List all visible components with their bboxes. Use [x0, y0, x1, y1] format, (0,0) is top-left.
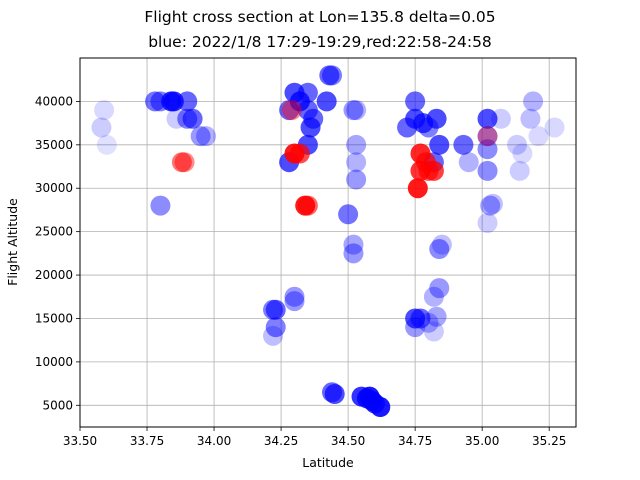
blue-data-point: [480, 195, 501, 216]
blue-data-point: [431, 234, 452, 255]
blue-data-point: [490, 108, 511, 129]
blue-data-point: [190, 126, 211, 147]
x-tick-label: 34.50: [331, 434, 365, 448]
blue-data-point: [523, 91, 544, 112]
blue-data-point: [265, 299, 286, 320]
blue-data-point: [507, 134, 528, 155]
grid-lines: [79, 58, 576, 427]
blue-data-point: [477, 108, 498, 129]
red-data-point: [289, 143, 310, 164]
red-data-point: [174, 152, 195, 173]
x-tick-label: 34.00: [197, 434, 231, 448]
x-tick-label: 33.50: [63, 434, 97, 448]
y-axis-label: Flight Altitude: [5, 198, 20, 286]
y-tick-label: 15000: [35, 311, 73, 325]
blue-data-point: [346, 152, 367, 173]
blue-data-point: [405, 91, 426, 112]
y-tick-label: 25000: [35, 225, 73, 239]
blue-data-point: [477, 126, 498, 147]
blue-data-point: [405, 317, 426, 338]
blue-data-point: [362, 390, 383, 411]
blue-data-point: [544, 117, 565, 138]
blue-data-point: [418, 312, 439, 333]
y-tick-label: 35000: [35, 138, 73, 152]
blue-data-point: [196, 126, 217, 147]
blue-data-point: [343, 234, 364, 255]
red-data-point: [171, 152, 192, 173]
blue-data-point: [482, 193, 503, 214]
blue-data-point: [429, 239, 450, 260]
blue-data-point: [346, 169, 367, 190]
blue-data-point: [477, 160, 498, 181]
red-data-point: [423, 160, 444, 181]
x-axis-label: Latitude: [302, 455, 354, 470]
blue-data-point: [263, 325, 284, 346]
red-data-point: [297, 195, 318, 216]
y-tick-label: 40000: [35, 94, 73, 108]
blue-data-point: [458, 152, 479, 173]
blue-data-point: [410, 308, 431, 329]
y-tick-label: 20000: [35, 268, 73, 282]
blue-data-point: [528, 126, 549, 147]
blue-data-point: [477, 212, 498, 233]
data-points: [91, 65, 565, 418]
x-tick-label: 35.25: [532, 434, 566, 448]
blue-data-point: [429, 134, 450, 155]
blue-data-point: [343, 243, 364, 264]
x-tick-label: 34.25: [264, 434, 298, 448]
blue-data-point: [509, 160, 530, 181]
blue-data-point: [96, 134, 117, 155]
blue-data-point: [426, 108, 447, 129]
y-tick-label: 5000: [42, 398, 73, 412]
red-data-point: [281, 100, 302, 121]
blue-data-point: [322, 65, 343, 86]
blue-data-point: [453, 134, 474, 155]
y-tick-label: 10000: [35, 355, 73, 369]
red-data-point: [477, 126, 498, 147]
blue-data-point: [520, 108, 541, 129]
blue-data-point: [346, 100, 367, 121]
blue-data-point: [346, 134, 367, 155]
x-tick-label: 35.00: [465, 434, 499, 448]
blue-data-point: [284, 286, 305, 307]
blue-data-point: [297, 82, 318, 103]
blue-data-point: [303, 108, 324, 129]
plot-frame: [79, 57, 577, 428]
chart-subtitle: blue: 2022/1/8 17:29-19:29,red:22:58-24:…: [148, 33, 492, 51]
axis-ticks: 33.50 33.75 34.00 34.25 34.50 34.75 35.00 35.25…: [35, 94, 567, 448]
blue-data-point: [91, 117, 112, 138]
blue-data-point: [316, 91, 337, 112]
blue-data-point: [423, 286, 444, 307]
blue-data-point: [343, 100, 364, 121]
blue-data-point: [265, 317, 286, 338]
y-tick-label: 30000: [35, 181, 73, 195]
blue-data-point: [338, 204, 359, 225]
chart-title: Flight cross section at Lon=135.8 delta=…: [144, 8, 496, 26]
x-tick-label: 34.75: [398, 434, 432, 448]
blue-data-point: [182, 108, 203, 129]
x-tick-label: 33.75: [130, 434, 164, 448]
red-data-point: [407, 178, 428, 199]
blue-data-point: [429, 278, 450, 299]
blue-data-point: [512, 143, 533, 164]
blue-data-point: [94, 100, 115, 121]
blue-data-point: [150, 195, 171, 216]
blue-data-point: [284, 291, 305, 312]
blue-data-point: [324, 384, 345, 405]
blue-data-point: [423, 321, 444, 342]
blue-data-point: [177, 91, 198, 112]
blue-data-point: [477, 139, 498, 160]
blue-data-point: [426, 306, 447, 327]
